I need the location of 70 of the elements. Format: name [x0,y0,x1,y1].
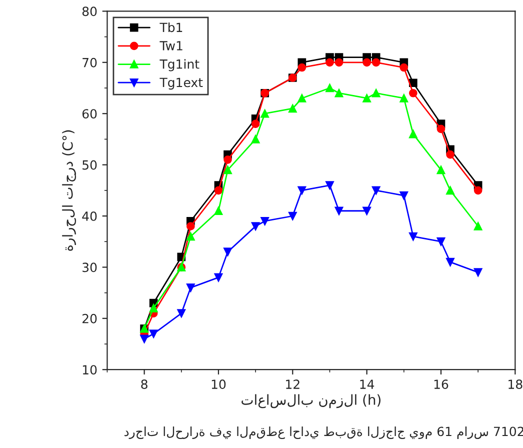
point [334,206,344,216]
point [362,58,371,67]
point [186,222,195,230]
point [251,135,260,144]
x-tick-label: 10 [212,380,226,389]
point [372,186,380,195]
point [334,58,344,67]
legend-label: Tg1ext [160,78,203,90]
point [298,94,306,102]
point [446,186,454,195]
point [214,273,223,282]
point [400,191,408,200]
point [474,186,482,195]
point [260,216,269,226]
point [400,94,408,102]
point [298,63,306,72]
y-tick-label: 40 [82,211,97,221]
point [288,104,297,113]
y-tick-label: 50 [82,160,97,170]
point [436,166,446,174]
x-tick-label: 18 [508,380,522,389]
point [409,232,418,241]
point [288,212,297,220]
point [214,206,223,216]
point [436,124,446,134]
point [409,88,418,98]
point [436,237,446,246]
legend-label: Tw1 [160,41,182,50]
point [251,120,260,128]
point [224,166,232,174]
point [326,84,334,92]
point [140,334,148,344]
point [372,88,380,98]
point [326,58,334,67]
point [186,232,195,241]
y-tick-label: 30 [82,262,97,272]
point [224,248,232,256]
y-tick-label: 10 [82,365,97,375]
point [474,222,482,230]
x-tick-label: 8 [141,380,148,389]
point [446,258,454,266]
point [149,330,158,338]
point [214,186,223,195]
point [372,58,380,67]
point [149,304,158,312]
x-axis-title: تاعاسلاب نمزلا (h) [242,394,380,408]
y-tick-label: 60 [82,109,97,119]
point [362,94,371,102]
y-tick-label: 80 [82,6,97,16]
legend-label: Tb1 [160,22,182,32]
x-tick-label: 16 [434,380,448,389]
point [474,268,482,276]
point [260,109,269,118]
point [326,181,334,190]
y-tick-label: 20 [82,314,97,324]
point [177,309,186,318]
legend-label: Tg1int [160,59,200,72]
point [334,88,344,98]
point [400,63,408,72]
point [446,150,454,159]
x-tick-label: 14 [360,380,374,389]
y-axis-title: ةرارحلا تاجرد (C°) [62,130,76,251]
point [409,130,418,138]
y-tick-label: 70 [82,58,97,68]
point [224,156,232,164]
point [251,222,260,230]
point [186,284,195,292]
point [362,206,371,216]
point [298,186,306,195]
x-tick-label: 12 [286,380,300,389]
